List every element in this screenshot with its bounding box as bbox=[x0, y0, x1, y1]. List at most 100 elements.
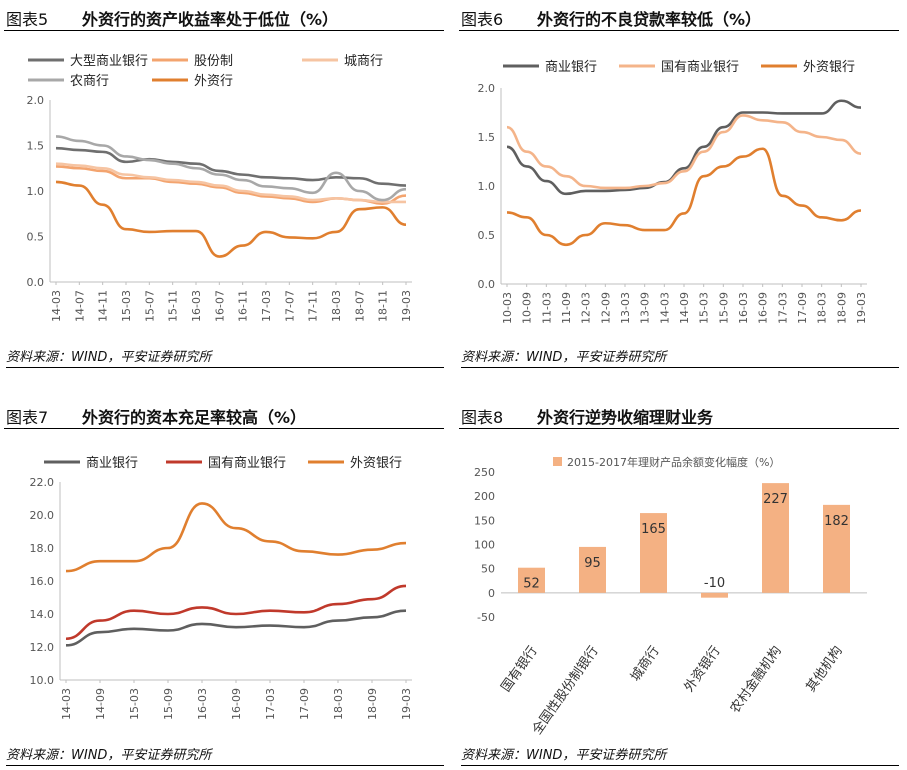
bar-1 bbox=[518, 567, 545, 593]
x-tick-label: 18-11 bbox=[377, 290, 390, 322]
x-tick-label: 14-09 bbox=[678, 292, 691, 324]
legend-label-2: 国有商业银行 bbox=[661, 60, 739, 75]
x-tick-label: 17-09 bbox=[796, 292, 809, 324]
series-line-2 bbox=[65, 584, 407, 641]
bar-6 bbox=[823, 504, 850, 593]
y-tick-label: 2.0 bbox=[478, 82, 496, 95]
series-line-5 bbox=[55, 180, 407, 258]
x-tick-label: 19-03 bbox=[400, 688, 413, 720]
x-tick-label: 14-11 bbox=[97, 290, 110, 322]
bar-value-label-2: 95 bbox=[584, 556, 601, 571]
x-tick-label: 14-03 bbox=[60, 688, 73, 720]
figure-5-title-bar: 图表5 外资行的资产收益率处于低位（%） bbox=[4, 4, 444, 31]
x-tick-label: 14-03 bbox=[658, 292, 671, 324]
category-label-4: 外资银行 bbox=[682, 644, 724, 695]
x-tick-label: 13-09 bbox=[639, 292, 652, 324]
category-label-3: 城商行 bbox=[628, 644, 663, 685]
bar-value-label-1: 52 bbox=[523, 577, 540, 592]
y-tick-label: 22.0 bbox=[30, 476, 55, 489]
figure-8-chart: 2015-2017年理财产品余额变化幅度（%） -50 0 50 100 150 200 25… bbox=[474, 455, 867, 737]
x-tick-label: 16-11 bbox=[237, 290, 250, 322]
x-tick-label: 15-09 bbox=[162, 688, 175, 720]
figure-5-label: 图表5 bbox=[6, 10, 49, 29]
y-tick-label: 10.0 bbox=[30, 674, 55, 687]
figure-6-title: 外资行的不良贷款率较低（%） bbox=[537, 10, 762, 29]
figure-7-source: 资料来源：WIND，平安证券研究所 bbox=[6, 744, 444, 766]
y-tick-label: 14.0 bbox=[30, 608, 55, 621]
y-tick-label: 1.0 bbox=[478, 180, 496, 193]
x-tick-label: 19-03 bbox=[855, 292, 868, 324]
figure-5-panel: 图表5 外资行的资产收益率处于低位（%） 0.0 0.5 1.0 1.5 2.0 14-0… bbox=[4, 4, 444, 368]
x-tick-label: 16-03 bbox=[190, 290, 203, 322]
legend-label: 2015-2017年理财产品余额变化幅度（%） bbox=[567, 455, 780, 469]
y-tick-label: 1.5 bbox=[478, 131, 496, 144]
x-tick-label: 17-07 bbox=[283, 290, 296, 322]
bar-4 bbox=[701, 592, 728, 598]
figure-5-title: 外资行的资产收益率处于低位（%） bbox=[82, 10, 339, 29]
figure-7-label: 图表7 bbox=[6, 408, 49, 427]
category-label-1: 国有银行 bbox=[499, 644, 541, 695]
x-tick-label: 16-09 bbox=[757, 292, 770, 324]
series-line-2 bbox=[506, 114, 862, 190]
legend-label-2: 股份制 bbox=[194, 54, 233, 69]
category-label-5: 农村金融机构 bbox=[727, 643, 785, 716]
y-tick-label: 1.0 bbox=[27, 185, 45, 198]
bar-value-label-6: 182 bbox=[824, 514, 849, 529]
legend-label-5: 外资行 bbox=[194, 74, 233, 89]
x-tick-label: 18-03 bbox=[330, 290, 343, 322]
series-line-1 bbox=[506, 99, 862, 196]
figure-5-source: 资料来源：WIND，平安证券研究所 bbox=[6, 346, 444, 368]
x-tick-label: 10-09 bbox=[521, 292, 534, 324]
x-tick-label: 14-07 bbox=[73, 290, 86, 322]
x-tick-label: 14-03 bbox=[50, 290, 63, 322]
series-line-4 bbox=[55, 135, 407, 202]
y-tick-label: 2.0 bbox=[27, 94, 45, 107]
category-label-6: 其他机构 bbox=[804, 644, 846, 695]
bar-5 bbox=[762, 483, 789, 593]
y-tick-label: 1.5 bbox=[27, 140, 45, 153]
x-tick-label: 17-11 bbox=[307, 290, 320, 322]
y-tick-label: 0.5 bbox=[478, 229, 496, 242]
y-tick-label: 150 bbox=[474, 514, 495, 527]
bar-value-label-3: 165 bbox=[641, 522, 666, 537]
legend-swatch bbox=[553, 457, 562, 466]
figure-6-chart: 0.0 0.5 1.0 1.5 2.0 10-03 10-09 11-03 11-09 12-03… bbox=[478, 60, 869, 324]
bar-value-label-5: 227 bbox=[763, 492, 788, 507]
bar-3 bbox=[640, 513, 667, 593]
x-tick-label: 16-03 bbox=[737, 292, 750, 324]
figure-8-label: 图表8 bbox=[461, 408, 504, 427]
series-line-1 bbox=[55, 146, 407, 187]
x-tick-label: 15-03 bbox=[698, 292, 711, 324]
figure-6-label: 图表6 bbox=[461, 10, 504, 29]
x-tick-label: 18-03 bbox=[332, 688, 345, 720]
figure-6-panel: 图表6 外资行的不良贷款率较低（%） 0.0 0.5 1.0 1.5 2.0 10-03 1… bbox=[459, 4, 899, 368]
figure-8-title-bar: 图表8 外资行逆势收缩理财业务 bbox=[459, 402, 899, 429]
x-tick-label: 17-09 bbox=[298, 688, 311, 720]
x-tick-label: 11-03 bbox=[540, 292, 553, 324]
bar-2 bbox=[579, 546, 606, 593]
x-tick-label: 18-07 bbox=[353, 290, 366, 322]
y-tick-label: 100 bbox=[474, 539, 495, 552]
series-line-3 bbox=[506, 147, 862, 247]
legend-label-3: 外资银行 bbox=[803, 60, 855, 75]
y-tick-label: 250 bbox=[474, 466, 495, 479]
figure-7-chart: 10.0 12.0 14.0 16.0 18.0 20.0 22.0 14-03 14-09 15… bbox=[30, 456, 414, 720]
x-tick-label: 18-09 bbox=[835, 292, 848, 324]
x-tick-label: 16-07 bbox=[213, 290, 226, 322]
category-label-2: 全国性股份制银行 bbox=[529, 643, 602, 737]
legend-label-3: 外资银行 bbox=[350, 456, 402, 471]
series-line-3 bbox=[55, 162, 406, 204]
x-tick-label: 18-09 bbox=[366, 688, 379, 720]
x-tick-label: 13-03 bbox=[619, 292, 632, 324]
y-tick-label: 16.0 bbox=[30, 575, 55, 588]
y-tick-label: 0.0 bbox=[478, 278, 496, 291]
y-tick-label: 0 bbox=[488, 587, 495, 600]
x-tick-label: 12-03 bbox=[580, 292, 593, 324]
legend-label-1: 商业银行 bbox=[86, 456, 138, 471]
figure-5-chart: 0.0 0.5 1.0 1.5 2.0 14-03 14-07 14-11 15-03 15-07… bbox=[27, 54, 414, 322]
legend-label-2: 国有商业银行 bbox=[208, 456, 286, 471]
x-tick-label: 15-03 bbox=[120, 290, 133, 322]
x-tick-label: 15-11 bbox=[167, 290, 180, 322]
figure-7-title-bar: 图表7 外资行的资本充足率较高（%） bbox=[4, 402, 444, 429]
x-tick-label: 15-03 bbox=[128, 688, 141, 720]
